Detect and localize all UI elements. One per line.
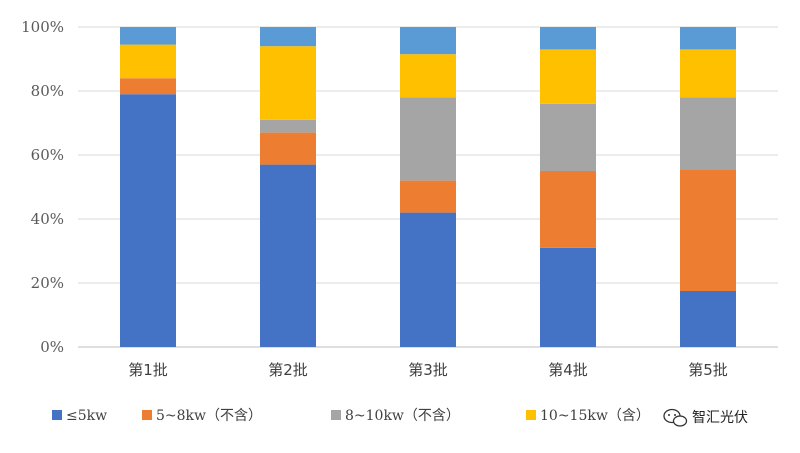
bar-segment-2: [120, 78, 176, 95]
bar-segment-3: [680, 97, 736, 170]
y-axis-ticks: 0% 20% 40% 60% 80% 100%: [21, 18, 64, 356]
bar-segment-4: [540, 49, 596, 104]
bar-segment-3: [400, 97, 456, 181]
legend-label: 5~8kw（不含）: [156, 408, 262, 424]
legend-swatch: [526, 410, 536, 420]
x-axis-categories: 第1批 第2批 第3批 第4批 第5批: [128, 361, 728, 379]
bar-segment-2: [260, 132, 316, 165]
bar-segment-5: [260, 27, 316, 47]
bar-segment-4: [260, 46, 316, 120]
bar-segment-1: [260, 164, 316, 347]
bar-segment-5: [540, 27, 596, 50]
y-tick-label: 80%: [31, 82, 64, 100]
y-tick-label: 60%: [31, 146, 64, 164]
x-category-label: 第4批: [548, 361, 588, 379]
y-tick-label: 0%: [40, 338, 64, 356]
watermark-text: 智汇光伏: [692, 410, 748, 426]
watermark: 智汇光伏: [663, 408, 748, 427]
bar-segment-4: [120, 44, 176, 79]
legend: ≤5kw 5~8kw（不含） 8~10kw（不含） 10~15kw（含）: [52, 408, 650, 424]
legend-label: 10~15kw（含）: [540, 408, 650, 424]
bar-segment-5: [400, 27, 456, 55]
legend-swatch: [52, 410, 62, 420]
bar-segment-4: [400, 54, 456, 98]
legend-label: 8~10kw（不含）: [345, 408, 460, 424]
bar-segment-5: [680, 27, 736, 50]
bar-segment-1: [120, 94, 176, 347]
bar-segment-2: [540, 171, 596, 248]
legend-swatch: [331, 410, 341, 420]
bar-segment-3: [540, 103, 596, 171]
x-category-label: 第3批: [408, 361, 448, 379]
y-tick-label: 20%: [31, 274, 64, 292]
bar-segment-2: [680, 169, 736, 291]
bars: [120, 27, 736, 347]
x-category-label: 第1批: [128, 361, 168, 379]
x-category-label: 第5批: [688, 361, 728, 379]
legend-swatch: [142, 410, 152, 420]
bar-segment-2: [400, 180, 456, 213]
bar-segment-1: [400, 212, 456, 347]
y-tick-label: 40%: [31, 210, 64, 228]
wechat-icon: [663, 408, 688, 427]
bar-segment-1: [540, 247, 596, 347]
bar-segment-1: [680, 291, 736, 347]
bar-segment-5: [120, 27, 176, 45]
y-tick-label: 100%: [21, 18, 64, 36]
bar-segment-3: [260, 119, 316, 133]
x-category-label: 第2批: [268, 361, 308, 379]
legend-label: ≤5kw: [66, 408, 107, 424]
bar-segment-4: [680, 49, 736, 98]
